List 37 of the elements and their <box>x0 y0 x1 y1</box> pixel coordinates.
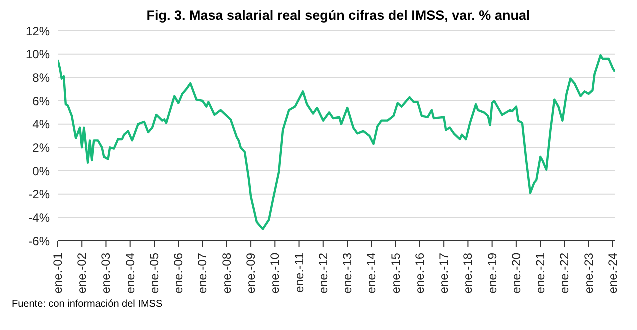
y-tick-label: 6% <box>32 94 50 108</box>
line-series <box>58 54 615 230</box>
x-tick-label: ene.-19 <box>485 252 500 294</box>
x-tick-label: ene.-15 <box>388 252 403 294</box>
x-tick-label: ene.-14 <box>364 252 379 294</box>
chart-title: Fig. 3. Masa salarial real según cifras del IMSS, var. % anual <box>146 8 532 23</box>
x-tick-label: ene.-17 <box>437 252 452 294</box>
x-tick-label: ene.-01 <box>51 252 65 294</box>
x-tick-label: ene.-13 <box>340 252 355 294</box>
x-tick-label: ene.-03 <box>99 252 114 294</box>
x-tick-label: ene.-10 <box>268 252 282 294</box>
x-tick-label: ene.-24 <box>606 252 620 294</box>
x-tick-label: ene.-18 <box>461 252 476 294</box>
x-tick-label: ene.-23 <box>582 252 596 294</box>
x-tick-label: ene.-06 <box>172 252 186 294</box>
x-tick-label: ene.-09 <box>244 252 258 294</box>
x-tick-label: ene.-11 <box>292 252 306 293</box>
x-tick-label: ene.-20 <box>509 252 524 294</box>
x-tick-label: ene.-05 <box>148 252 162 294</box>
x-tick-label: ene.-08 <box>220 252 234 294</box>
x-tick-label: ene.-02 <box>75 252 90 294</box>
y-tick-label: 12% <box>26 24 50 38</box>
source-note: Fuente: con información del IMSS <box>12 299 164 310</box>
y-tick-label: 10% <box>26 48 50 62</box>
x-tick-label: ene.-22 <box>558 252 572 294</box>
y-tick-label: -2% <box>28 188 50 202</box>
x-tick-label: ene.-12 <box>316 252 330 294</box>
y-tick-label: 8% <box>32 70 50 85</box>
x-tick-label: ene.-21 <box>534 252 548 294</box>
y-tick-label: -4% <box>28 210 50 225</box>
y-tick-label: 2% <box>32 140 50 155</box>
x-tick-label: ene.-07 <box>196 252 210 294</box>
x-tick-label: ene.-16 <box>412 252 427 294</box>
y-tick-label: 4% <box>32 118 50 132</box>
x-tick-label: ene.-04 <box>123 252 138 294</box>
y-tick-label: 0% <box>32 164 50 178</box>
y-tick-label: -6% <box>28 234 50 248</box>
